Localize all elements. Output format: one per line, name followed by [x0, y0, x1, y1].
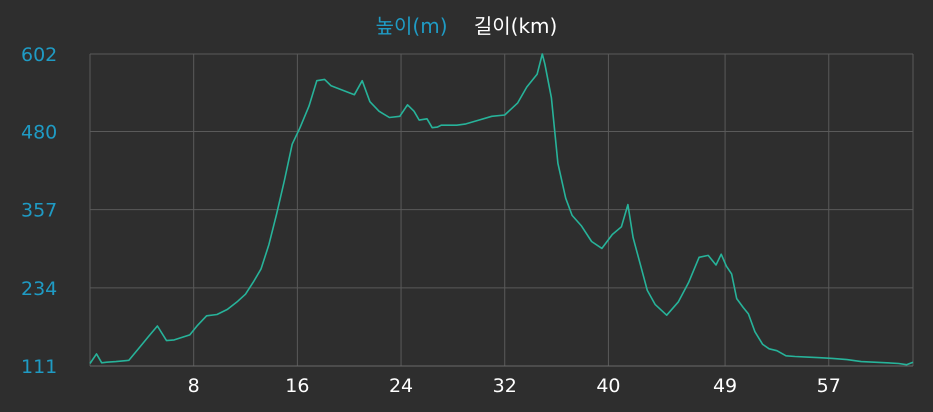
elevation-series-line	[89, 53, 914, 366]
legend-elevation: 높이(m)	[375, 14, 448, 38]
x-tick-label: 16	[285, 375, 309, 397]
y-tick-label: 602	[21, 44, 57, 66]
x-tick-label: 40	[596, 375, 620, 397]
legend-distance: 길이(km)	[473, 14, 558, 38]
x-tick-label: 57	[817, 375, 841, 397]
legend: 높이(m) 길이(km)	[0, 10, 933, 39]
x-tick-label: 32	[493, 375, 517, 397]
x-tick-label: 8	[188, 375, 200, 397]
y-tick-label: 234	[21, 278, 57, 300]
y-tick-label: 111	[21, 356, 57, 378]
y-tick-label: 357	[21, 200, 57, 222]
y-tick-label: 480	[21, 122, 57, 144]
grid-lines	[89, 53, 914, 366]
x-axis-ticks: 8 16 24 32 40 49 57	[188, 375, 841, 397]
x-tick-label: 24	[389, 375, 413, 397]
x-tick-label: 49	[713, 375, 737, 397]
y-axis-ticks: 111 234 357 480 602	[21, 44, 57, 378]
